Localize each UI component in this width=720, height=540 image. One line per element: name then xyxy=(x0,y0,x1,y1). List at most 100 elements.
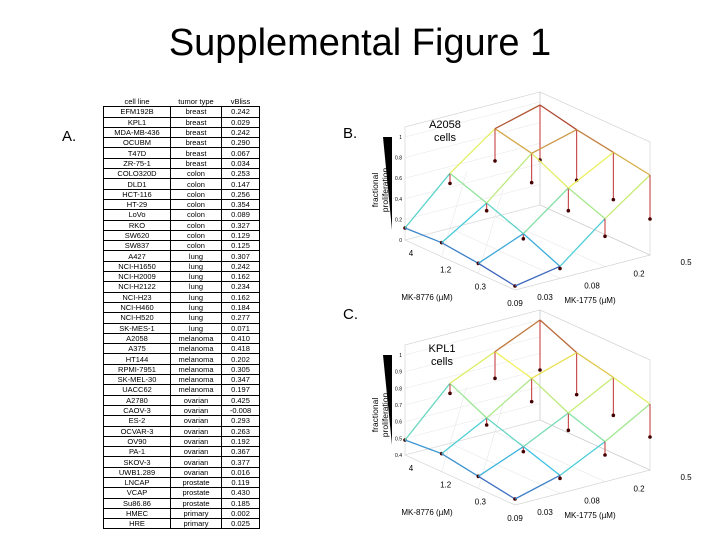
surface-edge xyxy=(559,441,606,476)
z-axis-label: proliferation xyxy=(380,393,390,438)
left-tick-label: 0.3 xyxy=(475,282,487,291)
point xyxy=(529,180,534,185)
point xyxy=(648,435,652,439)
table-row: HT-29 colon 0.354 xyxy=(103,198,260,211)
z-grid xyxy=(404,353,541,389)
z-grid xyxy=(404,142,541,179)
point xyxy=(484,423,489,427)
z-grid xyxy=(404,101,541,138)
right-tick-label: 0.5 xyxy=(680,473,692,482)
point xyxy=(448,181,452,186)
surface-edge xyxy=(612,376,651,405)
point xyxy=(448,391,452,396)
surface-edge xyxy=(559,218,606,267)
cell-label: A2058 xyxy=(429,119,461,131)
right-tick-label: 0.03 xyxy=(537,293,553,302)
right-axis-label: MK-1775 (µM) xyxy=(564,511,616,520)
left-tick-label: 4 xyxy=(409,464,414,473)
surface-edge xyxy=(449,382,488,419)
z-grid xyxy=(404,369,541,406)
point xyxy=(603,453,607,457)
right-axis-label: MK-1775 (µM) xyxy=(564,296,616,305)
table-row: RPMI-7951 melanoma 0.305 xyxy=(103,363,260,376)
right-tick-label: 0.2 xyxy=(633,270,645,279)
point xyxy=(521,237,526,241)
point xyxy=(558,476,562,481)
left-tick-label: 1.2 xyxy=(440,481,452,490)
surface-edge xyxy=(486,202,524,235)
z-tick-label: 0.8 xyxy=(395,386,402,392)
point xyxy=(521,449,526,454)
surface-edge xyxy=(486,377,533,419)
surface-edge xyxy=(604,403,651,443)
surface-edge xyxy=(441,202,488,244)
surface-edge xyxy=(449,351,496,384)
cell-label: cells xyxy=(431,356,454,368)
z-tick-label: 1 xyxy=(399,135,402,141)
z-axis-label: fractional xyxy=(370,398,380,433)
cell-label: cells xyxy=(434,132,457,144)
left-tick-label: 0.09 xyxy=(507,299,523,308)
panel-label: B. xyxy=(343,125,358,142)
point xyxy=(493,376,497,381)
floor-grid xyxy=(494,431,606,482)
point xyxy=(566,428,571,433)
data-table: cell line tumor type vBliss EFM192B breast 0.… xyxy=(103,97,260,530)
table-row: OCVAR-3 ovarian 0.263 xyxy=(103,425,260,437)
surface-edge xyxy=(531,352,577,379)
table-row: OCUBM breast 0.290 xyxy=(103,137,260,149)
point xyxy=(538,368,542,372)
z-tick-label: 0.6 xyxy=(395,420,402,426)
z-tick-label: 0.8 xyxy=(395,156,402,162)
z-tick-label: 1 xyxy=(399,353,402,359)
wedge xyxy=(383,355,392,445)
surface-edge xyxy=(494,128,533,154)
surface-edge xyxy=(612,151,651,176)
z-grid xyxy=(404,319,541,356)
surface-edge xyxy=(514,474,561,500)
surface-edge xyxy=(576,352,614,378)
left-tick-label: 1.2 xyxy=(440,266,452,275)
surface-edge xyxy=(522,412,569,448)
z-tick-label: 0.4 xyxy=(395,197,402,203)
surface-edge xyxy=(494,104,541,130)
z-grid xyxy=(404,403,541,439)
right-tick-label: 0.08 xyxy=(584,281,600,290)
left-axis-label: MK-8776 (µM) xyxy=(401,293,453,302)
surface-edge xyxy=(477,233,524,264)
surface-edge xyxy=(477,262,516,287)
point xyxy=(484,208,489,213)
surface-edge xyxy=(449,172,488,204)
panel-label: C. xyxy=(343,306,358,323)
surface-edge xyxy=(404,227,442,244)
z-grid xyxy=(404,184,541,220)
surface-edge xyxy=(449,128,496,174)
right-tick-label: 0.03 xyxy=(537,508,553,517)
surface-edge xyxy=(404,382,451,441)
surface-edge xyxy=(494,351,533,379)
surface-edge xyxy=(441,417,488,455)
floor-grid xyxy=(449,228,561,279)
z-tick-label: 0 xyxy=(399,238,402,244)
table-row: PA-1 ovarian 0.367 xyxy=(103,446,260,458)
point xyxy=(529,399,534,404)
table-row: NCI-H23 lung 0.162 xyxy=(103,291,260,303)
surface-edge xyxy=(494,319,541,353)
floor-grid xyxy=(441,386,467,472)
surface-edge xyxy=(539,104,578,131)
surface-edge xyxy=(486,417,524,448)
surface-edge xyxy=(531,129,577,154)
right-tick-label: 0.5 xyxy=(680,258,692,267)
z-tick-label: 0.2 xyxy=(395,217,402,223)
surface-edge xyxy=(531,152,569,189)
panel-label: A. xyxy=(62,128,77,145)
z-grid xyxy=(404,336,541,372)
floor xyxy=(404,204,651,291)
z-axis-label: proliferation xyxy=(380,168,390,213)
z-axis-label: fractional xyxy=(370,173,380,208)
slide-title: Supplemental Figure 1 xyxy=(168,22,552,64)
z-tick-label: 0.4 xyxy=(395,453,402,459)
surface-edge xyxy=(567,187,606,220)
surface-edge xyxy=(441,453,479,477)
